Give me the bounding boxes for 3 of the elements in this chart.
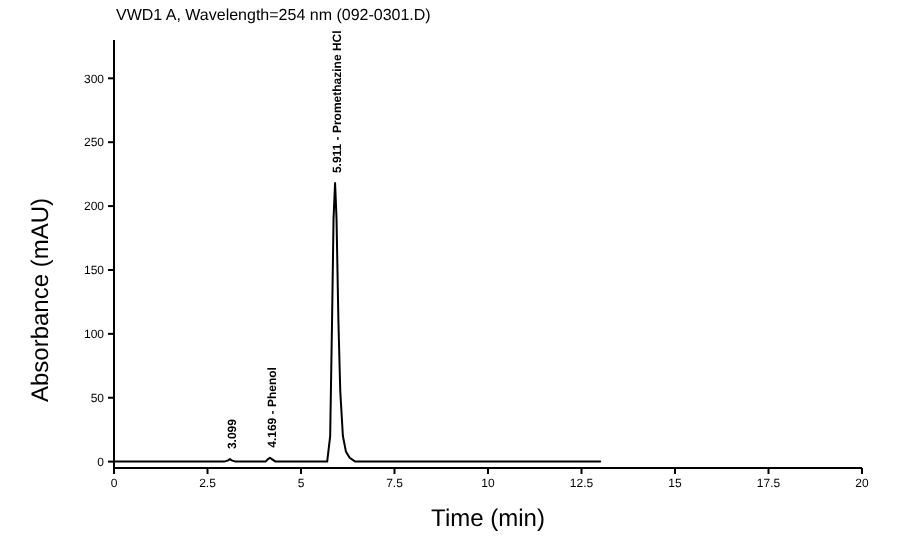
x-axis-title: Time (min) — [431, 504, 545, 532]
chart-title: VWD1 A, Wavelength=254 nm (092-0301.D) — [116, 6, 431, 24]
y-axis-title: Absorbance (mAU) — [26, 197, 54, 403]
